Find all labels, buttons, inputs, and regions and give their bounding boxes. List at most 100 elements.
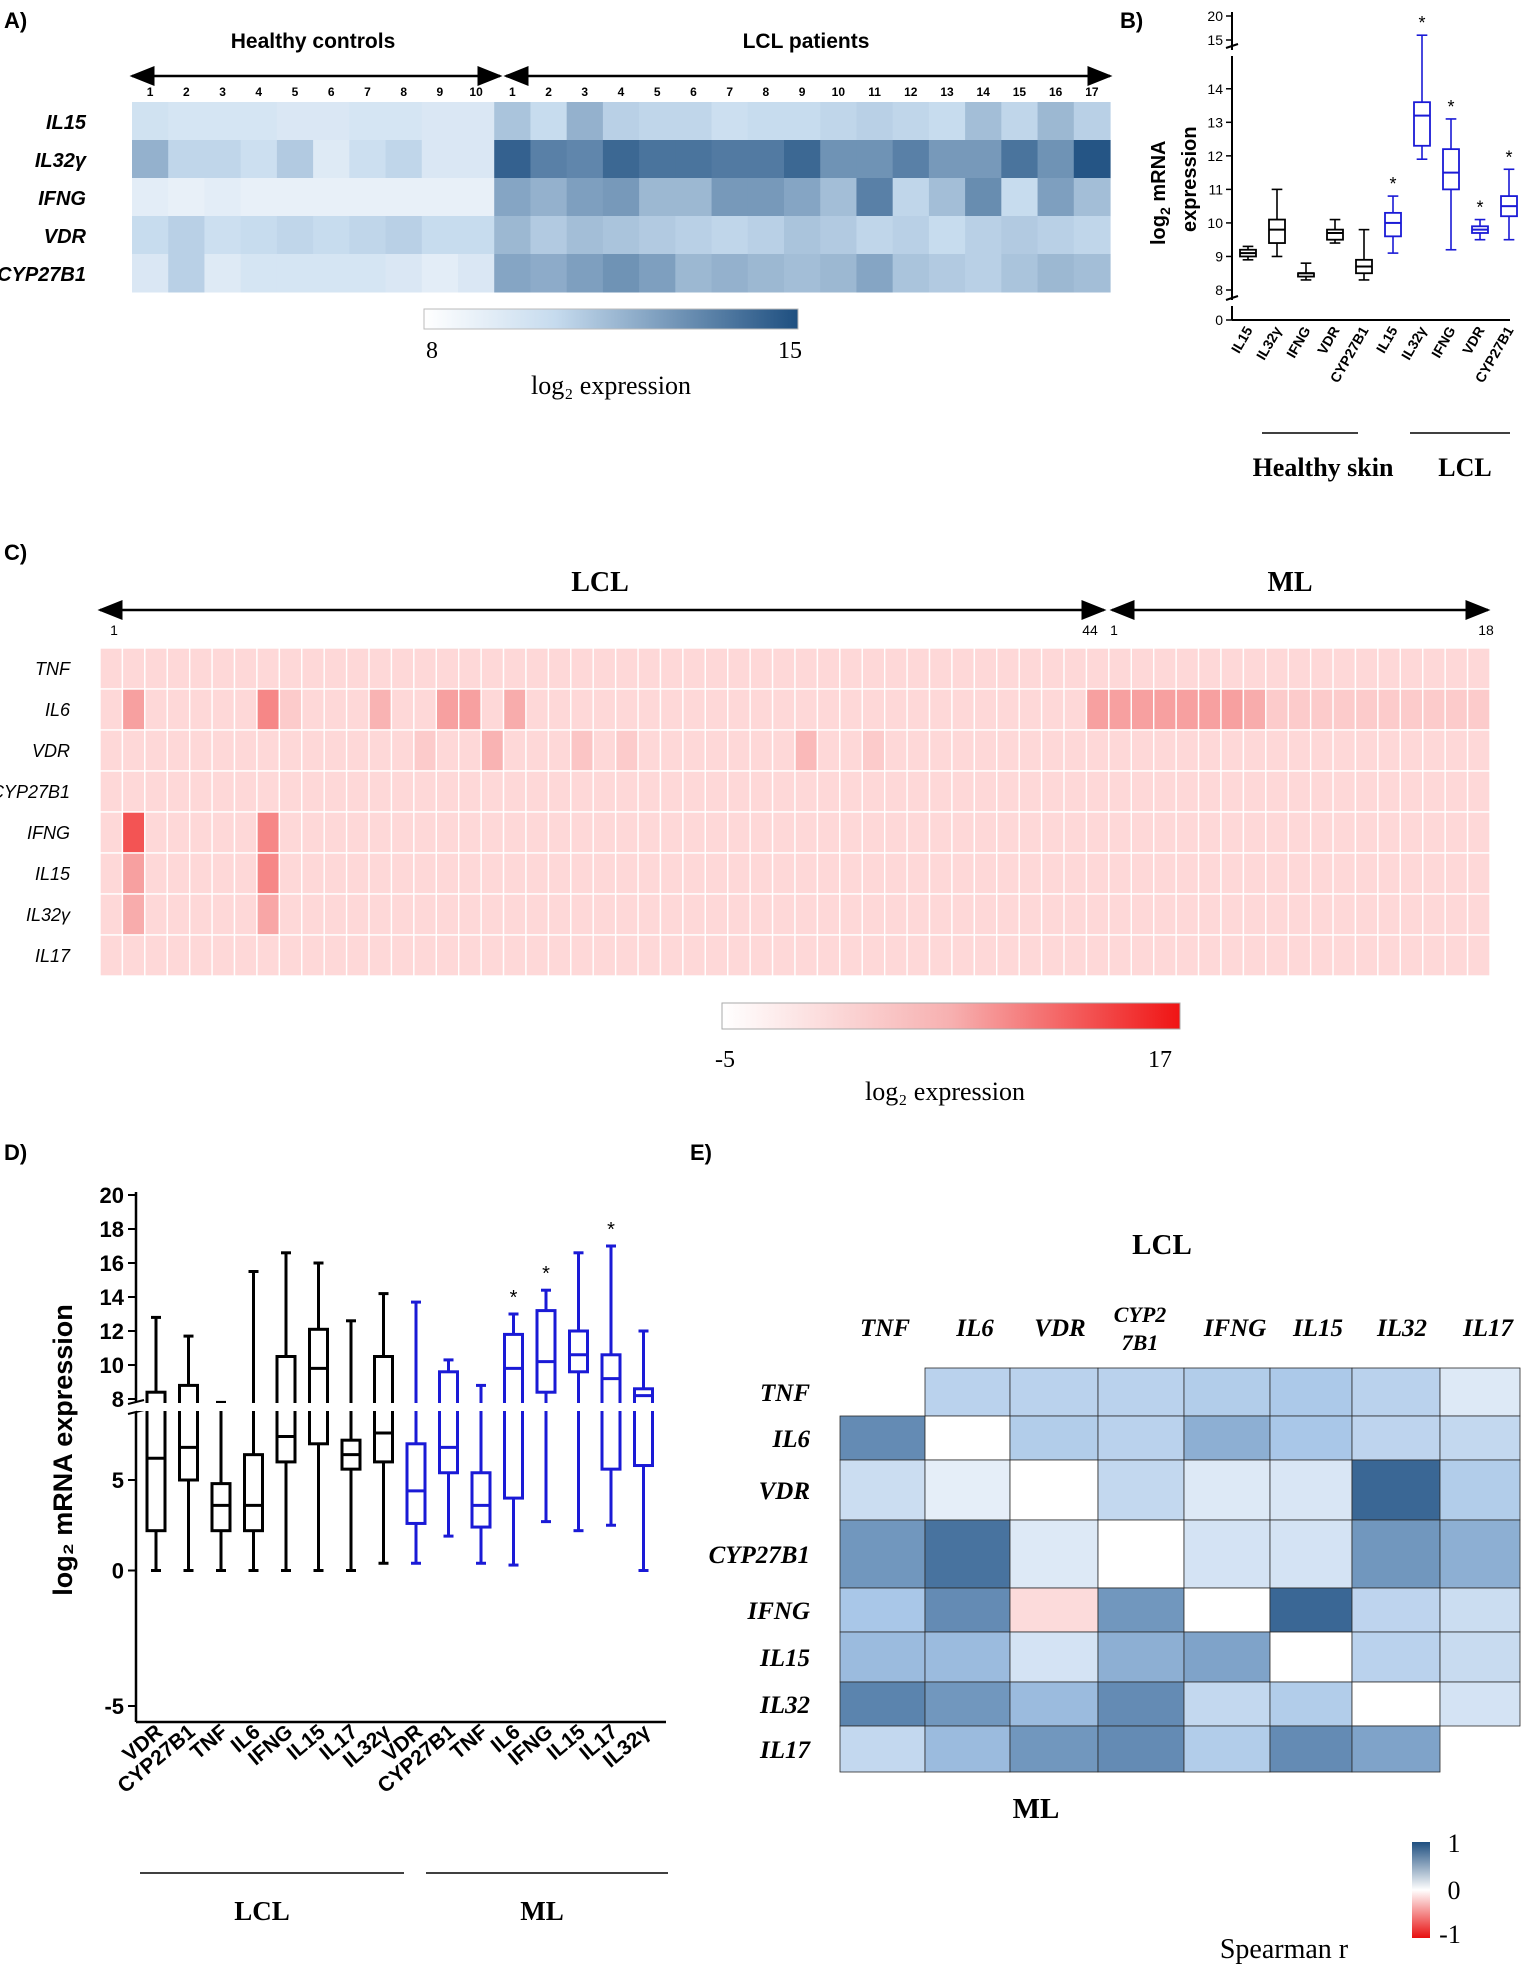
heatmap-cell [592,934,617,977]
heatmap-cell [1085,811,1110,854]
category-label: TNF [446,1720,492,1764]
heatmap-cell [385,102,423,141]
heatmap-cell [965,140,1002,179]
panel-b-boxes: * * * * * [1239,13,1518,281]
heatmap-cell [390,934,415,977]
heatmap-cell [323,647,348,690]
heatmap-cell [784,178,821,217]
heatmap-cell [278,934,303,977]
significance-star: * [607,1219,615,1241]
box [405,1442,427,1525]
category-label: IFNG [1428,323,1459,360]
correlation-cell [1183,1415,1271,1461]
heatmap-cell [188,893,213,936]
heatmap-cell [771,811,796,854]
heatmap-cell [951,770,976,813]
correlation-cell [1183,1519,1271,1589]
heatmap-cell [1309,647,1334,690]
heatmap-cell [278,852,303,895]
heatmap-cell [566,102,604,141]
heatmap-cell [368,893,393,936]
panel-b-axis: 0 8 9 10 11 12 13 14 15 20 [1207,8,1510,328]
panel-e-colorbar-mid: 0 [1448,1876,1461,1905]
heatmap-cell [1037,140,1075,179]
heatmap-cell [771,688,796,731]
heatmap-cell [771,934,796,977]
panel-c-colorbar-min: -5 [715,1047,735,1073]
heatmap-cell [1309,770,1334,813]
heatmap-cell [570,770,594,813]
heatmap-cell [749,852,774,895]
panel-b-ylabel-line2: expression [1179,126,1201,232]
heatmap-cell [188,729,213,772]
heatmap-cell [747,140,785,179]
heatmap-cell [211,934,236,977]
ml-label-d: ML [520,1896,564,1926]
column-number: 2 [545,85,552,99]
heatmap-cell [1399,770,1424,813]
y-tick-label: 5 [112,1468,124,1493]
heatmap-cell [530,254,568,293]
heatmap-cell [1040,647,1065,690]
heatmap-cell [278,647,303,690]
heatmap-cell [861,647,886,690]
heatmap-cell [1220,893,1245,936]
correlation-cell [839,1725,926,1773]
heatmap-cell [1175,852,1200,895]
heatmap-cell [390,893,415,936]
heatmap-cell [602,178,640,217]
heatmap-cell [494,140,532,179]
heatmap-cell [820,140,858,179]
correlation-cell [924,1587,1011,1633]
heatmap-cell [1130,934,1155,977]
heatmap-cell [144,811,168,854]
heatmap-cell [771,729,796,772]
column-number: 7 [364,85,371,99]
heatmap-cell [883,811,908,854]
box [470,1471,492,1529]
heatmap-cell [1001,216,1039,255]
box [145,1390,167,1533]
heatmap-cell [951,647,976,690]
heatmap-cell [906,647,931,690]
panel-e-colorbar-max: 1 [1448,1829,1461,1858]
heatmap-cell [794,647,819,690]
heatmap-cell [996,770,1020,813]
heatmap-cell [1040,893,1065,936]
heatmap-cell [1354,811,1379,854]
axis-break [1225,295,1239,301]
heatmap-cell [132,178,169,217]
heatmap-cell [121,647,146,690]
heatmap-cell [965,254,1002,293]
heatmap-cell [188,770,213,813]
heatmap-cell [144,729,168,772]
panel-e-top-title: LCL [1132,1229,1192,1261]
heatmap-cell [1108,934,1132,977]
heatmap-cell [301,852,325,895]
box [438,1370,459,1475]
heatmap-cell [659,852,684,895]
heatmap-cell [965,178,1002,217]
heatmap-cell [1444,811,1469,854]
heatmap-cell [240,178,278,217]
heatmap-cell [637,934,662,977]
heatmap-cell [675,254,713,293]
heatmap-cell [349,178,387,217]
heatmap-cell [1354,647,1379,690]
heatmap-cell [301,811,325,854]
heatmap-cell [592,893,617,936]
heatmap-cell [166,770,191,813]
heatmap-cell [965,216,1002,255]
heatmap-cell [1265,934,1289,977]
heatmap-cell [1265,852,1289,895]
heatmap-cell [1220,688,1245,731]
heatmap-cell [1018,647,1043,690]
gene-label-2: VDR [32,741,70,761]
heatmap-cell [883,647,908,690]
correlation-cell [924,1631,1011,1683]
heatmap-cell [1287,811,1312,854]
heatmap-cell [1197,852,1222,895]
heatmap-cell [614,729,639,772]
heatmap-cell [1063,852,1088,895]
heatmap-cell [240,102,278,141]
